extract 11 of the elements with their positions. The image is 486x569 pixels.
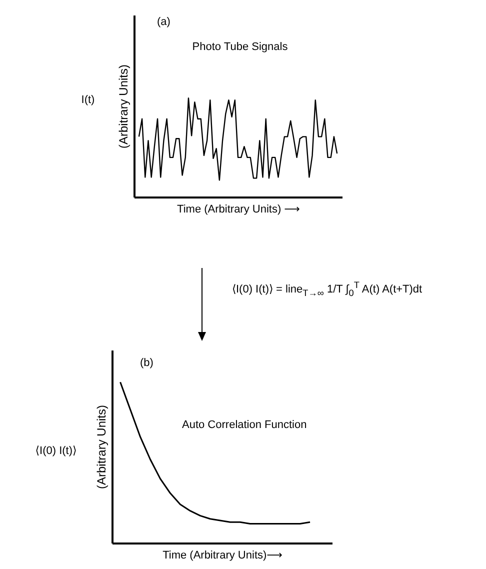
text: ⟨I(0) I(t)⟩ = line$_{T→∞}$ 1/T ∫$_{0}$$^{T}$ A(t) A(t+T)dt	[232, 280, 422, 298]
text: ⟨I(0) I(t)⟩	[35, 445, 77, 457]
text: Auto Correlation Function	[182, 419, 307, 431]
text: (a)	[157, 16, 170, 28]
x-axis-title: Time (Arbitrary Units) ⟶	[177, 204, 300, 216]
y-axis-title: (Arbitrary Units)	[94, 404, 108, 490]
x-axis-title: Time (Arbitrary Units)⟶	[162, 550, 283, 562]
text: I(t)	[81, 94, 95, 106]
text: (b)	[140, 357, 154, 369]
y-axis-title: (Arbitrary Units)	[116, 64, 130, 149]
chart-title: Photo Tube Signals	[192, 41, 288, 53]
